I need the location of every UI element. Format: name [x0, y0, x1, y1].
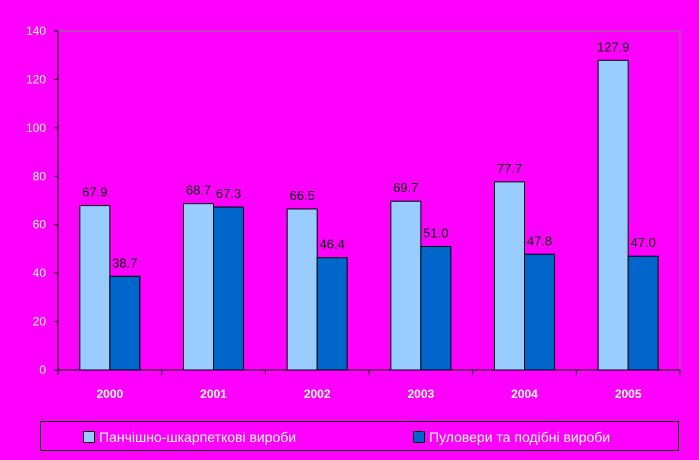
bar-series-1-2001 [183, 203, 214, 371]
data-label-series-1-2001: 68.7 [186, 183, 211, 198]
data-label-series-1-2002: 66.5 [290, 188, 315, 203]
y-tick-label-80: 80 [33, 169, 47, 183]
y-tick-label-140: 140 [26, 24, 46, 38]
bar-series-2-2000 [109, 275, 141, 371]
data-label-series-1-2004: 77.7 [497, 161, 522, 176]
data-label-series-1-2005: 127.9 [597, 39, 630, 54]
bar-series-2-2004 [524, 253, 555, 371]
axes: 0 20 40 60 80 100 120 140 2000 2001 2002 2003 2004 20… [26, 24, 681, 401]
bar-series-1-2005 [597, 59, 629, 371]
data-label-series-2-2000: 38.7 [112, 255, 137, 270]
legend-item-series-2: Пуловери та подібні вироби [413, 429, 610, 445]
y-tick-label-0: 0 [39, 363, 46, 377]
data-label-series-2-2005: 47.0 [631, 235, 656, 250]
bar-series-2-2002 [316, 257, 348, 371]
y-tick-label-120: 120 [26, 72, 46, 86]
legend-swatch-series-1 [83, 431, 95, 443]
bar-series-1-2004 [494, 181, 525, 371]
bar-series-1-2000 [79, 205, 111, 371]
legend-swatch-series-2 [413, 431, 425, 443]
data-label-series-2-2002: 46.4 [320, 237, 345, 252]
x-tick-label-2001: 2001 [200, 387, 227, 401]
legend: Панчішно-шкарпеткові вироби Пуловери та … [40, 421, 679, 451]
legend-label-series-1: Панчішно-шкарпеткові вироби [99, 429, 297, 445]
x-tick-label-2000: 2000 [96, 387, 123, 401]
plot-area [57, 30, 681, 371]
bar-series-2-2005 [627, 255, 659, 371]
data-label-series-1-2000: 67.9 [82, 185, 107, 200]
x-tick-label-2002: 2002 [304, 387, 331, 401]
data-label-series-1-2003: 69.7 [393, 180, 418, 195]
labels: 67.9 68.7 66.5 69.7 77.7 127.9 38.7 67.3 46.4 51.… [82, 39, 656, 270]
y-tick-label-100: 100 [26, 121, 46, 135]
bar-series-2-2003 [420, 246, 452, 371]
legend-item-series-1: Панчішно-шкарпеткові вироби [83, 429, 296, 445]
bar-series-1-2003 [390, 200, 422, 371]
data-label-series-2-2004: 47.8 [527, 233, 552, 248]
data-label-series-2-2003: 51.0 [423, 226, 448, 241]
legend-label-series-2: Пуловери та подібні вироби [429, 429, 611, 445]
x-tick-label-2004: 2004 [511, 387, 538, 401]
y-tick-label-20: 20 [33, 315, 47, 329]
bar-series-1-2002 [286, 208, 318, 371]
bar-series-2-2001 [213, 206, 244, 371]
x-tick-label-2003: 2003 [407, 387, 434, 401]
data-label-series-2-2001: 67.3 [216, 186, 241, 201]
bars [79, 59, 659, 371]
x-tick-label-2005: 2005 [615, 387, 642, 401]
y-tick-label-60: 60 [33, 218, 47, 232]
y-tick-label-40: 40 [33, 266, 47, 280]
